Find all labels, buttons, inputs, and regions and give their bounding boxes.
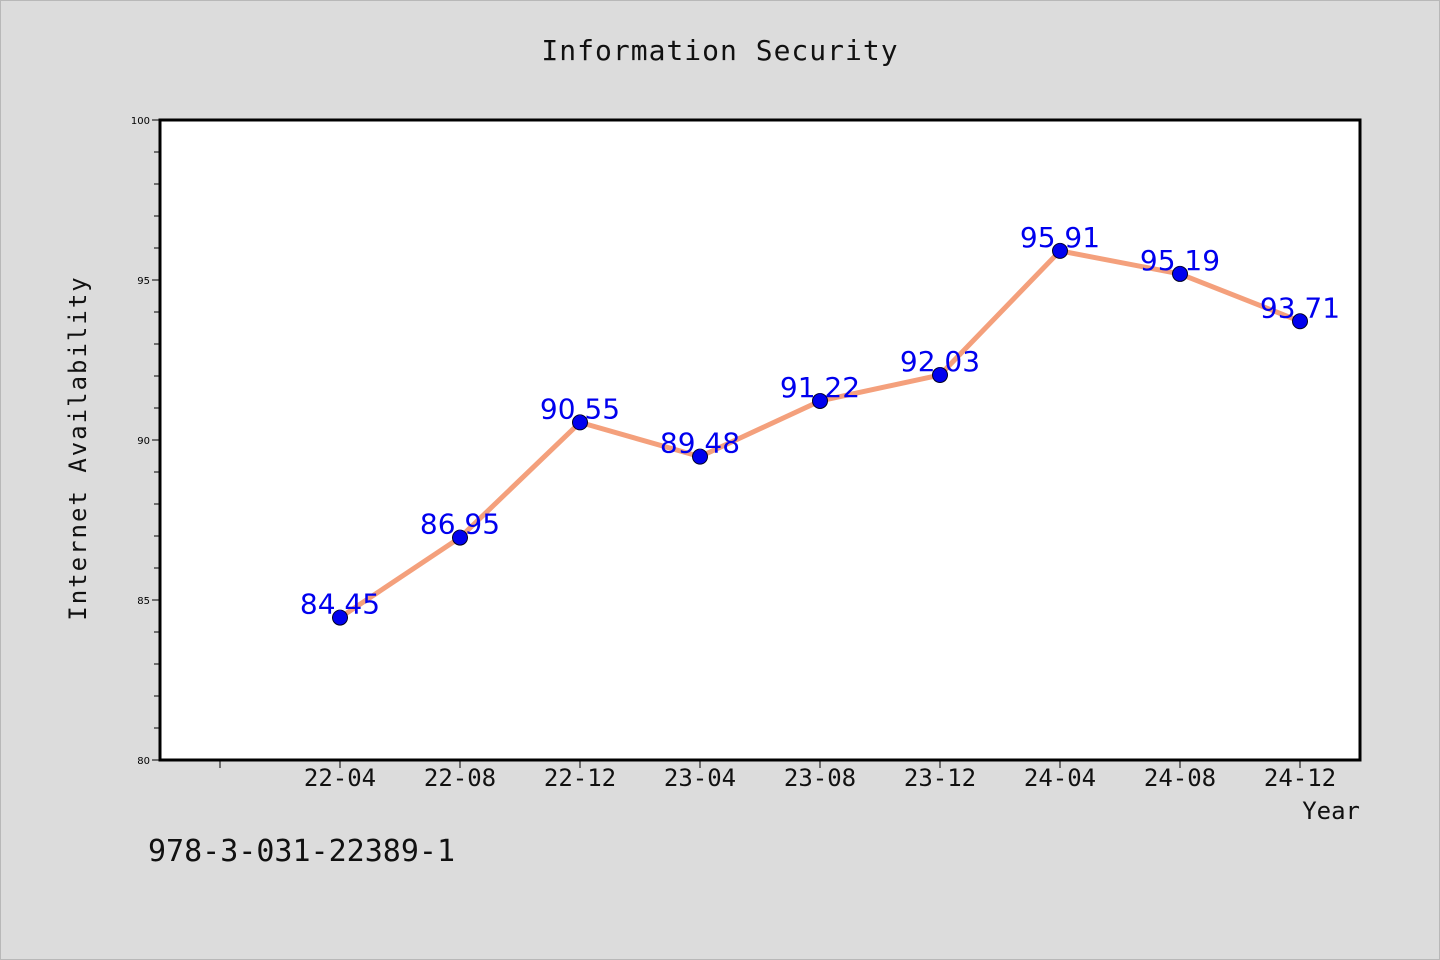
data-point bbox=[812, 392, 828, 409]
data-label: 91.22 bbox=[780, 371, 860, 404]
data-point bbox=[332, 609, 348, 626]
data-label: 93.71 bbox=[1260, 291, 1340, 324]
x-tick-label: 22-12 bbox=[544, 764, 616, 792]
data-label: 86.95 bbox=[420, 508, 500, 541]
x-tick-label: 23-04 bbox=[664, 764, 736, 792]
y-tick-label: 80 bbox=[137, 756, 150, 767]
x-tick-label: 23-08 bbox=[784, 764, 856, 792]
x-tick-label: 24-04 bbox=[1024, 764, 1096, 792]
y-tick-label: 95 bbox=[137, 276, 150, 287]
data-label: 89.48 bbox=[660, 427, 740, 460]
chart-title: Information Security bbox=[541, 34, 899, 67]
footnote-isbn: 978-3-031-22389-1 bbox=[148, 834, 456, 869]
x-tick-label: 24-12 bbox=[1264, 764, 1336, 792]
data-label: 92.03 bbox=[900, 345, 980, 378]
x-tick-label: 24-08 bbox=[1144, 764, 1216, 792]
data-point bbox=[452, 529, 468, 546]
data-point bbox=[932, 367, 948, 384]
data-point bbox=[572, 414, 588, 431]
x-tick-label: 22-08 bbox=[424, 764, 496, 792]
y-tick-label: 85 bbox=[137, 596, 150, 607]
x-tick-label: 22-04 bbox=[304, 764, 376, 792]
data-label: 95.91 bbox=[1020, 221, 1100, 254]
data-point bbox=[1292, 313, 1308, 330]
data-label: 84.45 bbox=[300, 588, 380, 621]
y-tick-label: 90 bbox=[137, 436, 150, 447]
plot-background bbox=[158, 118, 1362, 762]
data-point bbox=[1052, 242, 1068, 259]
x-axis-label: Year bbox=[1302, 797, 1360, 825]
data-label: 90.55 bbox=[540, 392, 620, 425]
x-tick-label: 23-12 bbox=[904, 764, 976, 792]
data-point bbox=[692, 448, 708, 465]
data-point bbox=[1172, 265, 1188, 282]
y-tick-label: 100 bbox=[131, 116, 150, 127]
data-label: 95.19 bbox=[1140, 244, 1220, 277]
